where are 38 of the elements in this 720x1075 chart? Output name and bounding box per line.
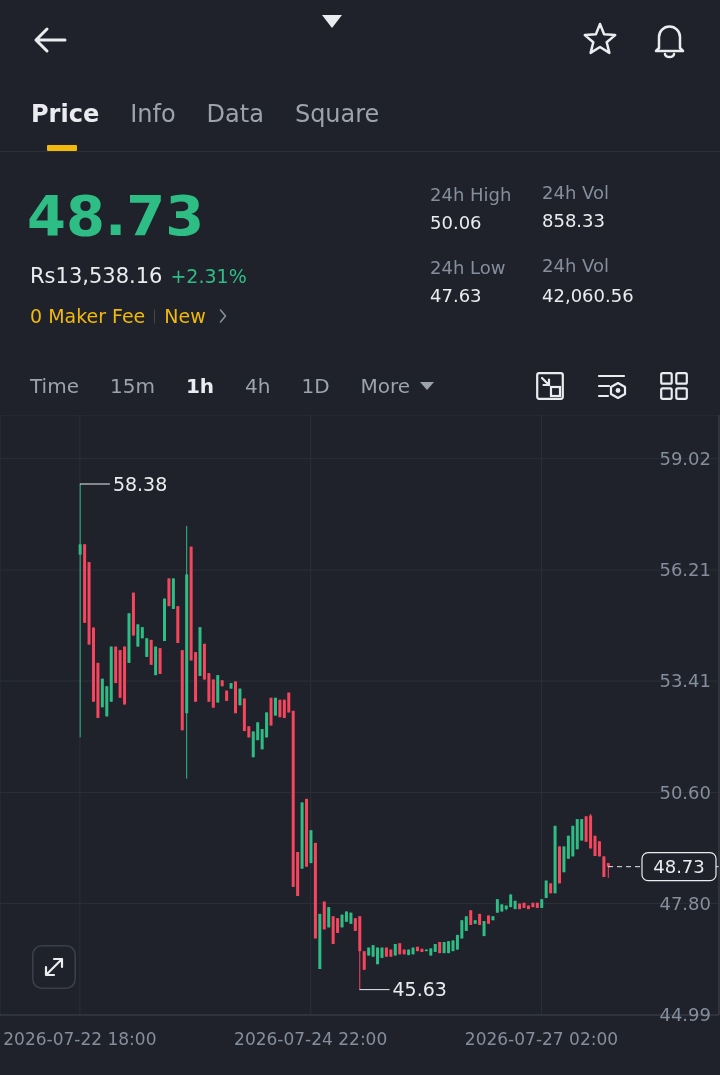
text: 24h High <box>430 184 512 205</box>
x-tick-label: 2026-07-27 02:00 <box>464 1029 619 1050</box>
text: Data <box>206 100 264 128</box>
text: Rs13,538.16 <box>30 263 163 288</box>
text: 24h Vol <box>542 255 609 276</box>
text: More <box>360 374 411 398</box>
text: 48.73 <box>27 183 205 248</box>
text: 0 Maker Fee <box>30 304 146 327</box>
candlestick <box>362 950 366 971</box>
text: 50.06 <box>430 212 482 233</box>
text: Info <box>130 100 176 128</box>
y-tick-label: 56.21 <box>659 559 711 581</box>
y-tick-label: 50.60 <box>659 781 711 803</box>
text: 15m <box>109 374 155 398</box>
text: 1h <box>185 374 215 398</box>
y-tick-label: 44.99 <box>659 1004 711 1026</box>
y-tick-label: 59.02 <box>659 448 711 470</box>
candlestick <box>145 637 149 658</box>
text: 4h <box>245 374 271 398</box>
annotation: 45.63 <box>392 978 447 1001</box>
text: 858.33 <box>542 210 605 231</box>
candlestick <box>136 623 140 648</box>
x-tick-label: 2026-07-24 22:00 <box>234 1029 388 1050</box>
annotation: 58.38 <box>112 472 168 495</box>
text: Square <box>294 100 380 128</box>
text: 1D <box>301 374 330 398</box>
text: Time <box>30 374 79 398</box>
text: Price <box>31 100 100 128</box>
ref-line-label: 48.73 <box>653 856 705 878</box>
text: 24h Vol <box>542 182 609 203</box>
text: 42,060.56 <box>542 285 634 306</box>
text: 47.63 <box>430 285 482 306</box>
y-tick-label: 47.80 <box>659 892 711 914</box>
y-tick-label: 53.41 <box>659 670 711 692</box>
text: 24h Low <box>430 257 506 278</box>
text: New <box>164 304 206 327</box>
x-tick-label: 2026-07-22 18:00 <box>3 1029 157 1050</box>
text: +2.31% <box>170 264 247 287</box>
